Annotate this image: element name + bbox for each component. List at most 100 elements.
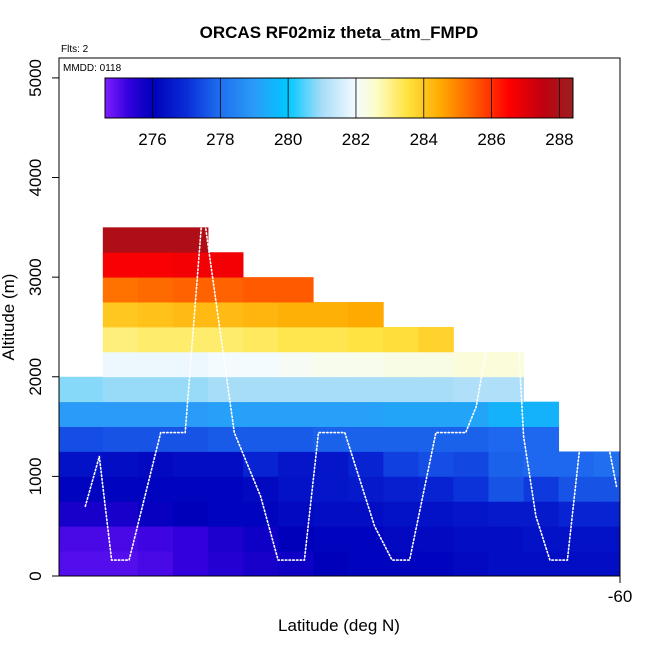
heatmap-cell [488,451,524,477]
heatmap-cell [243,351,279,378]
heatmap-cell [59,551,104,577]
heatmap-cell [593,501,621,527]
heatmap-cell [453,501,489,527]
heatmap-cell [102,252,139,278]
heatmap-cell [208,451,244,477]
y-tick-label: 0 [26,571,45,580]
heatmap-cell [243,501,279,527]
heatmap-cell [313,476,349,502]
heatmap-cell [348,351,384,378]
heatmap-cell [313,326,349,353]
heatmap-cell [137,302,174,328]
heatmap-cell [172,501,209,527]
flights-annotation: Flts: 2 [61,44,89,55]
date-annotation: MMDD: 0118 [63,63,122,74]
heatmap-cell [137,227,174,253]
heatmap-cell [172,376,209,403]
heatmap-cell [102,376,139,403]
heatmap-cell [383,351,419,378]
flight-track-line [84,207,618,561]
heatmap-cell [383,426,419,452]
y-tick-label: 5000 [26,59,45,97]
x-tick-label: -60 [608,587,633,606]
heatmap-cell [593,451,621,477]
heatmap-cell [59,501,104,527]
heatmap-cell [453,551,489,577]
heatmap-cell [313,551,349,577]
heatmap-cell [172,551,209,577]
colorbar-tick-label: 288 [545,130,573,149]
heatmap-cell [383,476,419,502]
heatmap-cell [172,526,209,552]
heatmap-cell [348,326,384,353]
colorbar-border [104,77,574,119]
heatmap-cell [383,501,419,527]
heatmap-cell [523,526,560,552]
heatmap-cell [383,401,419,427]
heatmap-cell [523,551,560,577]
colorbar-tick-label: 286 [477,130,505,149]
heatmap-cell [172,476,209,502]
heatmap-cell [348,551,384,577]
heatmap-cell [418,351,454,378]
heatmap-cell [453,401,489,427]
heatmap-cell [102,501,139,527]
heatmap-cell [488,526,524,552]
heatmap-cell [488,426,524,452]
heatmap-cell [348,526,384,552]
heatmap-cell [313,451,349,477]
heatmap-cell [208,252,244,278]
heatmap-cell [243,551,279,577]
heatmap-cell [278,426,314,452]
y-tick-label: 2000 [26,358,45,396]
heatmap-cell [453,476,489,502]
heatmap-cell [348,302,384,328]
heatmap-cell [102,401,139,427]
heatmap-cell [348,401,384,427]
heatmap-cell [137,326,174,353]
heatmap-cell [453,526,489,552]
heatmap-cell [523,501,560,527]
heatmap-cell [278,451,314,477]
heatmap-cell [558,551,595,577]
heatmap-cell [348,376,384,403]
heatmap-cell [278,401,314,427]
heatmap-cell [208,551,244,577]
heatmap-cell [172,451,209,477]
flight-track [84,207,618,561]
chart-title: ORCAS RF02miz theta_atm_FMPD [200,23,479,42]
heatmap-cell [523,476,560,502]
heatmap-cell [59,476,104,502]
heatmap-cell [278,351,314,378]
heatmap-cell [243,426,279,452]
heatmap-cell [278,476,314,502]
plot-frame [58,57,621,577]
heatmap-cell [348,501,384,527]
heatmap-cell [137,351,174,378]
heatmap-cell [418,551,454,577]
heatmap-cell [172,252,209,278]
heatmap-cell [208,302,244,328]
heatmap-cell [488,476,524,502]
heatmap-cell [593,526,621,552]
heatmap-cell [523,401,560,427]
heatmap-cell [243,526,279,552]
heatmap-cell [208,401,244,427]
colorbar-tick-label: 280 [274,130,302,149]
colorbar: 276 278 280 282 284 286 288 [104,77,574,149]
heatmap-cell [383,451,419,477]
colorbar-gradient [105,78,573,118]
heatmap-cell [102,227,139,253]
heatmap-cell [137,277,174,303]
heatmap-cell [558,526,595,552]
heatmap-cell [313,426,349,452]
heatmap-cell [418,501,454,527]
heatmap-cell [313,501,349,527]
heatmap-cell [102,351,139,378]
heatmap-cell [383,376,419,403]
x-axis-label: Latitude (deg N) [278,616,400,635]
heatmap-cell [313,401,349,427]
heatmap-cell [208,326,244,353]
heatmap-cell [208,526,244,552]
heatmap-cell [208,426,244,452]
